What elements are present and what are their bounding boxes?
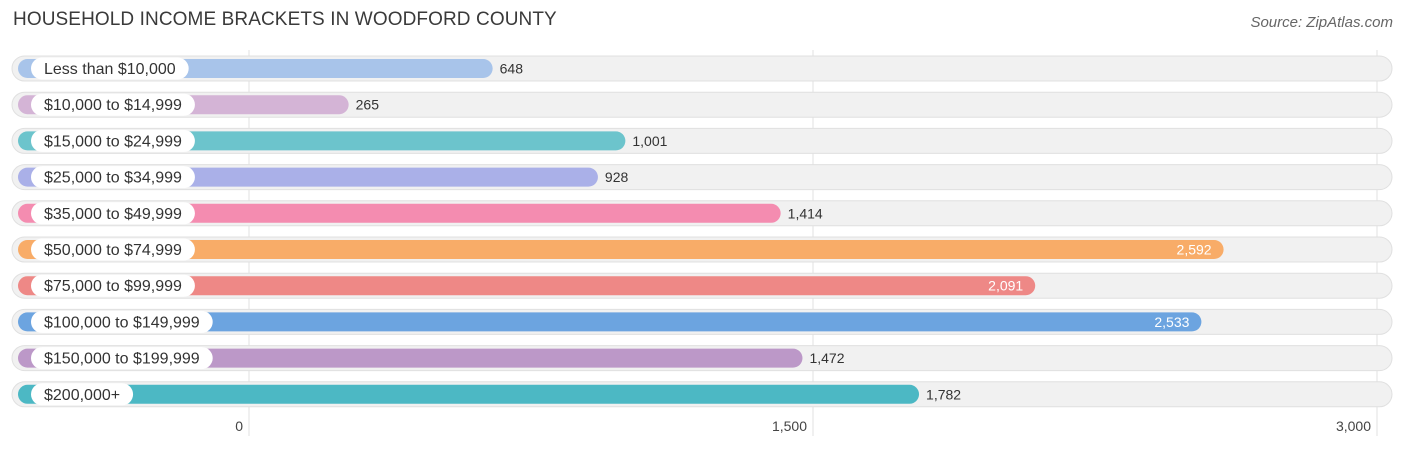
category-label: $100,000 to $149,999 bbox=[44, 314, 200, 331]
category-label: $25,000 to $34,999 bbox=[44, 170, 182, 187]
bar bbox=[18, 203, 781, 223]
category-label-pill bbox=[31, 238, 195, 261]
category-label: $15,000 to $24,999 bbox=[44, 133, 182, 150]
bar-row: $75,000 to $99,999 2,091 bbox=[11, 272, 1393, 299]
category-label-pill bbox=[31, 383, 134, 406]
x-tick-label: 0 bbox=[235, 418, 243, 434]
chart-title: HOUSEHOLD INCOME BRACKETS IN WOODFORD CO… bbox=[13, 9, 557, 30]
data-label: 265 bbox=[356, 97, 380, 113]
bar-row: $35,000 to $49,999 1,414 bbox=[11, 200, 1393, 227]
bar bbox=[18, 312, 1202, 332]
data-label: 1,782 bbox=[926, 386, 961, 402]
x-tick-label: 3,000 bbox=[1336, 418, 1371, 434]
category-label: $150,000 to $199,999 bbox=[44, 351, 200, 368]
data-label: 2,091 bbox=[988, 278, 1023, 294]
bar bbox=[18, 276, 1036, 296]
data-label: 928 bbox=[605, 169, 629, 185]
category-label-pill bbox=[31, 310, 213, 333]
category-label: $10,000 to $14,999 bbox=[44, 97, 182, 114]
data-label: 648 bbox=[500, 61, 524, 77]
category-label: $75,000 to $99,999 bbox=[44, 278, 182, 295]
bar bbox=[18, 384, 920, 404]
category-label: $200,000+ bbox=[44, 387, 120, 404]
data-label: 1,414 bbox=[788, 205, 823, 221]
category-label-pill bbox=[31, 166, 195, 189]
bar bbox=[18, 348, 803, 368]
category-label-pill bbox=[31, 129, 195, 152]
bar-row: $50,000 to $74,999 2,592 bbox=[11, 236, 1393, 263]
data-label: 1,001 bbox=[632, 133, 667, 149]
category-label-pill bbox=[31, 57, 189, 80]
category-label-pill bbox=[31, 274, 195, 297]
bar-row: $150,000 to $199,999 1,472 bbox=[11, 345, 1393, 372]
category-label: $50,000 to $74,999 bbox=[44, 242, 182, 259]
category-label-pill bbox=[31, 202, 195, 225]
data-label: 1,472 bbox=[809, 350, 844, 366]
bar-row: $100,000 to $149,999 2,533 bbox=[11, 308, 1393, 335]
bar-row: Less than $10,000 648 bbox=[11, 55, 1393, 82]
bar-row: $25,000 to $34,999 928 bbox=[11, 164, 1393, 191]
source-note: Source: ZipAtlas.com bbox=[1250, 14, 1393, 31]
bar-track bbox=[11, 91, 1393, 118]
data-label: 2,533 bbox=[1154, 314, 1189, 330]
x-tick-label: 1,500 bbox=[772, 418, 807, 434]
category-label: $35,000 to $49,999 bbox=[44, 206, 182, 223]
bar bbox=[18, 240, 1224, 259]
bar-row: $15,000 to $24,999 1,001 bbox=[11, 127, 1393, 154]
data-label: 2,592 bbox=[1177, 242, 1212, 258]
category-label: Less than $10,000 bbox=[44, 61, 176, 78]
bar-row: $200,000+ 1,782 bbox=[11, 381, 1393, 408]
category-label-pill bbox=[31, 93, 195, 116]
bar-row: $10,000 to $14,999 265 bbox=[11, 91, 1393, 118]
category-label-pill bbox=[31, 347, 213, 370]
